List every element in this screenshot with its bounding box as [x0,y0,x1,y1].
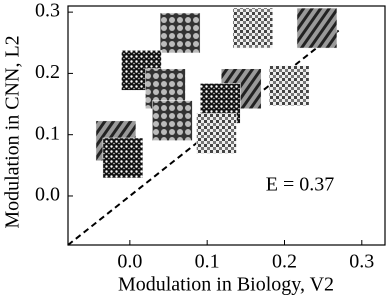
texture-thumbnail [102,137,144,179]
y-tick-label: 0.0 [35,184,60,206]
x-tick-label: 0.0 [117,251,142,273]
texture-thumbnail [196,113,237,154]
texture-thumbnail [268,65,310,106]
texture-thumbnail [232,7,274,49]
y-tick-label: 0.1 [35,122,60,144]
x-tick-label: 0.2 [272,251,297,273]
y-tick-label: 0.2 [35,61,60,83]
y-tick-label: 0.3 [35,0,60,22]
y-axis-label: Modulation in CNN, L2 [2,35,24,228]
x-axis-label: Modulation in Biology, V2 [118,274,334,296]
annotation: E = 0.37 [266,174,335,196]
x-tick-label: 0.1 [195,251,220,273]
texture-thumbnail [152,100,193,141]
texture-thumbnail [296,7,338,49]
plot-frame [67,5,386,246]
x-tick-label: 0.3 [349,251,374,273]
texture-thumbnail [159,12,201,54]
